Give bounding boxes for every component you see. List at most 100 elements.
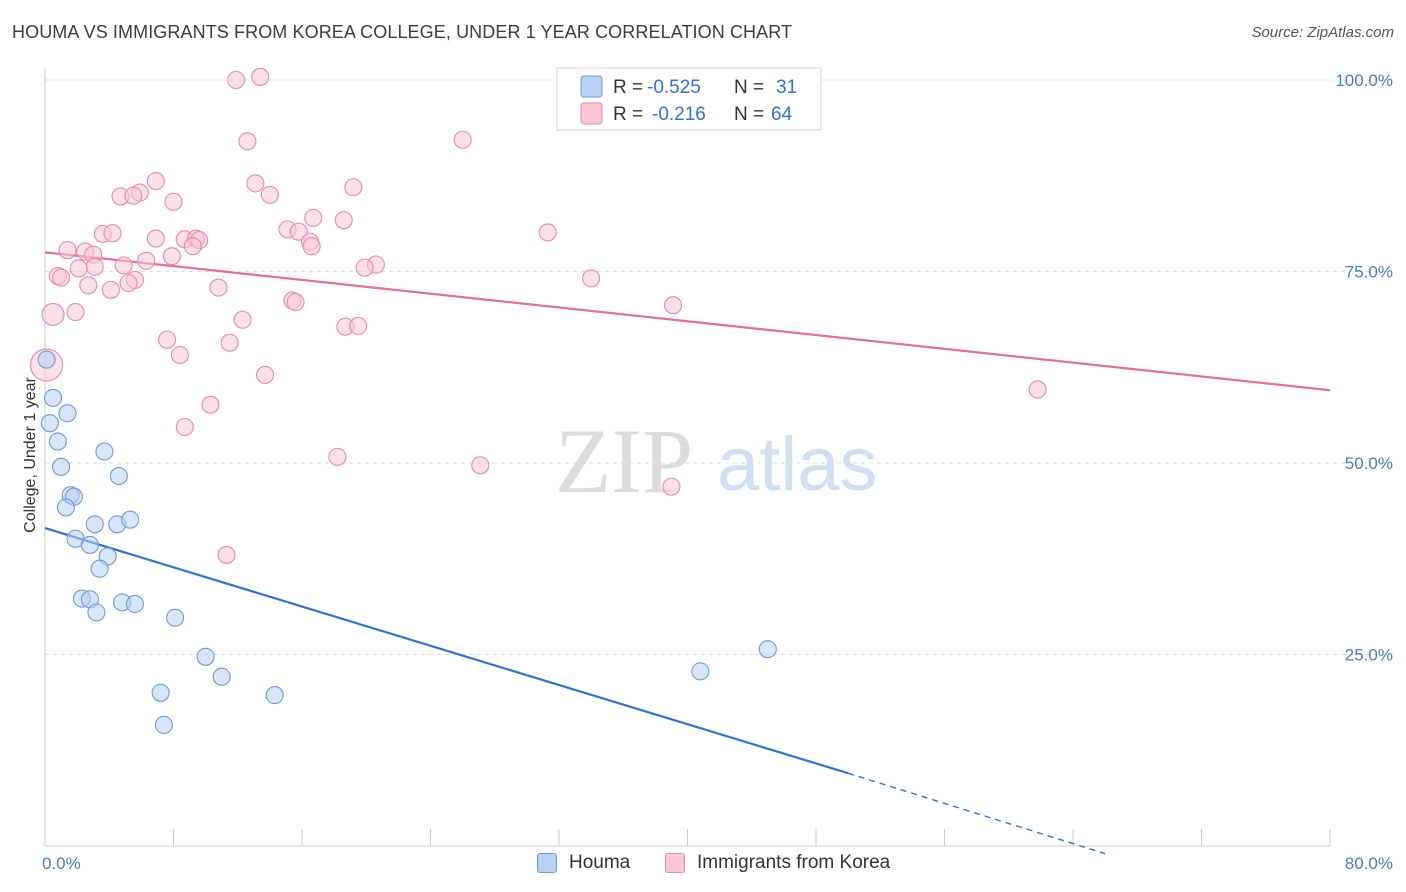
korea-point (41, 302, 65, 326)
korea-point (302, 237, 321, 256)
korea-point (344, 178, 363, 197)
korea-point (355, 258, 374, 277)
bottom-legend-korea-label: Immigrants from Korea (697, 852, 891, 873)
korea-point (233, 310, 252, 329)
houma-swatch (537, 853, 557, 873)
houma-point (40, 414, 59, 433)
korea-point (286, 293, 305, 312)
houma-point (151, 683, 170, 702)
houma-trend-extension (847, 772, 1106, 855)
korea-swatch (665, 853, 685, 873)
legend-houma-r-label: R = (613, 77, 643, 98)
watermark-atlas: atlas (717, 422, 878, 507)
x-tick-labels: 0.0% 80.0% (42, 854, 1393, 873)
bottom-legend-houma: Houma (537, 852, 630, 874)
korea-point (69, 259, 88, 278)
houma-point (48, 432, 67, 451)
legend-houma-r-value: -0.525 (647, 77, 701, 98)
houma-point (166, 608, 185, 627)
korea-point (183, 237, 202, 256)
korea-point (246, 174, 265, 193)
houma-points (37, 350, 777, 735)
source-label: Source: ZipAtlas.com (1251, 24, 1394, 41)
korea-point (663, 296, 683, 315)
legend-houma-swatch (580, 75, 603, 98)
korea-point (582, 269, 601, 288)
y-tick-label: 50.0% (1345, 454, 1393, 473)
korea-point (79, 276, 98, 295)
houma-point (196, 647, 215, 666)
korea-point (66, 303, 85, 322)
houma-point (212, 667, 231, 686)
korea-point (164, 192, 183, 211)
korea-point (220, 333, 239, 352)
korea-point (662, 477, 681, 496)
houma-point (95, 442, 114, 461)
korea-point (170, 345, 189, 365)
houma-point (125, 594, 144, 613)
legend-korea-n-value: 64 (771, 104, 793, 125)
houma-point (56, 498, 75, 517)
korea-point (304, 208, 323, 227)
korea-point (146, 172, 165, 191)
houma-point (58, 404, 77, 423)
korea-point (209, 278, 228, 297)
houma-point (265, 686, 284, 705)
korea-point (453, 130, 472, 149)
korea-point (175, 417, 194, 437)
korea-point (251, 67, 270, 86)
legend-korea-swatch (580, 102, 603, 125)
y-tick-label: 75.0% (1345, 263, 1393, 282)
grid-lines (45, 79, 1392, 655)
korea-trend-line (44, 251, 1331, 392)
korea-point (471, 456, 490, 475)
korea-point (162, 247, 181, 266)
bottom-legend-korea: Immigrants from Korea (665, 852, 890, 874)
korea-point (146, 229, 165, 248)
legend-korea-r-value: -0.216 (652, 104, 706, 125)
houma-point (43, 388, 63, 407)
legend-houma-n-value: 31 (776, 77, 797, 98)
korea-point (124, 186, 143, 205)
y-axis-title: College, Under 1 year (22, 377, 39, 533)
houma-point (52, 457, 71, 476)
watermark: ZIP atlas (555, 410, 878, 512)
korea-point (103, 224, 122, 243)
y-tick-label: 100.0% (1335, 71, 1393, 90)
korea-point (227, 70, 246, 90)
legend-houma-n-label: N = (734, 77, 764, 98)
houma-point (691, 662, 710, 681)
bottom-legend: Houma Immigrants from Korea (0, 850, 1406, 880)
korea-point (328, 447, 347, 466)
houma-point (121, 510, 140, 529)
korea-point (52, 268, 71, 287)
korea-point (158, 330, 177, 349)
bottom-legend-houma-label: Houma (569, 852, 631, 873)
korea-point (538, 223, 557, 242)
chart-title: HOUMA VS IMMIGRANTS FROM KOREA COLLEGE, … (12, 22, 793, 42)
y-tick-label: 25.0% (1345, 646, 1393, 665)
legend-korea-n-label: N = (734, 104, 764, 125)
y-tick-labels: 100.0% 75.0% 50.0% 25.0% (1335, 71, 1393, 665)
korea-point (119, 273, 138, 293)
watermark-zip: ZIP (555, 410, 693, 512)
korea-point (256, 365, 275, 384)
korea-point (114, 256, 133, 275)
houma-point (85, 515, 104, 534)
houma-point (80, 535, 100, 555)
legend-korea-r-label: R = (613, 104, 643, 125)
korea-point (58, 241, 77, 260)
houma-point (758, 640, 777, 659)
korea-points (30, 67, 1047, 564)
legend: R = -0.525 N = 31 R = -0.216 N = 64 (556, 67, 822, 131)
korea-point (334, 211, 353, 230)
houma-point (109, 466, 128, 486)
houma-point (90, 559, 109, 578)
x-tick-label: 0.0% (42, 854, 81, 873)
korea-point (349, 316, 368, 335)
korea-point (217, 545, 236, 564)
korea-point (260, 185, 279, 204)
houma-trend-line (44, 527, 849, 775)
korea-point (101, 280, 120, 299)
